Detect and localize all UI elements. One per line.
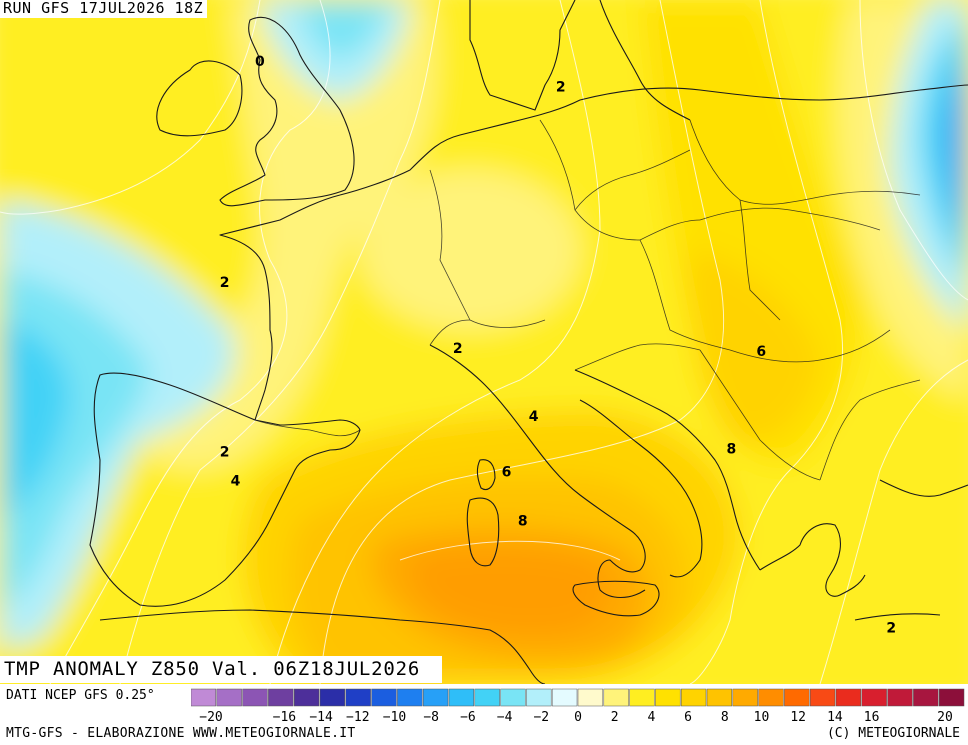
- anomaly-field: [0, 0, 968, 684]
- legend-swatch: [938, 688, 965, 707]
- legend-swatch: [784, 688, 810, 707]
- contour-label: 2: [220, 275, 230, 291]
- map-title: TMP ANOMALY Z850 Val. 06Z18JUL2026: [0, 656, 442, 683]
- legend-swatch: [191, 688, 217, 707]
- contour-label: 4: [231, 473, 241, 489]
- legend-swatch: [526, 688, 552, 707]
- legend-swatch: [861, 688, 887, 707]
- contour-label: 2: [453, 341, 463, 357]
- legend-tick: 0: [574, 710, 582, 724]
- legend-tick: −20: [199, 710, 222, 724]
- legend-tick: −4: [497, 710, 513, 724]
- legend-tick: 2: [611, 710, 619, 724]
- legend-swatch: [835, 688, 862, 707]
- credit-left: MTG-GFS - ELABORAZIONE WWW.METEOGIORNALE…: [6, 726, 356, 741]
- legend-swatch: [293, 688, 320, 707]
- legend-swatch: [551, 688, 578, 707]
- coastlines: [89, 0, 968, 684]
- contour-label: 2: [556, 79, 566, 95]
- contour-label: 8: [727, 441, 737, 457]
- legend-swatch: [758, 688, 784, 707]
- legend-swatch: [577, 688, 604, 707]
- legend-tick: 8: [721, 710, 729, 724]
- country-borders: [254, 119, 921, 481]
- legend-swatch: [887, 688, 913, 707]
- legend-tick: −16: [273, 710, 296, 724]
- legend-tick: 16: [864, 710, 880, 724]
- legend-swatch: [629, 688, 655, 707]
- legend-swatch: [268, 688, 294, 707]
- legend-tick: −8: [423, 710, 439, 724]
- legend-tick: −10: [383, 710, 406, 724]
- contour-label: 4: [529, 409, 539, 425]
- legend-swatch: [242, 688, 268, 707]
- legend-tick: 4: [647, 710, 655, 724]
- legend-tick: 12: [790, 710, 806, 724]
- contour-label: 6: [502, 465, 512, 481]
- credit-right: (C) METEOGIORNALE: [826, 726, 960, 741]
- legend-swatch: [474, 688, 500, 707]
- contour-label: 0: [255, 54, 265, 70]
- legend-swatch: [680, 688, 707, 707]
- contour-label: 6: [756, 344, 766, 360]
- legend-swatch: [706, 688, 733, 707]
- legend-swatch: [448, 688, 475, 707]
- legend-swatch: [422, 688, 449, 707]
- contour-label: 8: [518, 514, 528, 530]
- legend-swatch: [913, 688, 939, 707]
- contour-label: 2: [220, 444, 230, 460]
- data-source: DATI NCEP GFS 0.25°: [6, 688, 155, 703]
- contour-label: 2: [886, 620, 896, 636]
- legend-swatch: [397, 688, 423, 707]
- legend-swatch: [345, 688, 371, 707]
- legend-swatch: [732, 688, 758, 707]
- color-legend: [191, 688, 965, 707]
- legend-tick: −14: [309, 710, 333, 724]
- legend-swatch: [319, 688, 346, 707]
- legend-tick: 6: [684, 710, 692, 724]
- legend-tick: 10: [754, 710, 770, 724]
- legend-swatch: [500, 688, 526, 707]
- legend-tick: −6: [460, 710, 476, 724]
- legend-swatch: [603, 688, 629, 707]
- anomaly-contours: [0, 0, 968, 684]
- legend-tick: 14: [827, 710, 843, 724]
- legend-swatch: [371, 688, 397, 707]
- run-label: RUN GFS 17JUL2026 18Z: [0, 0, 208, 18]
- legend-tick: 20: [937, 710, 953, 724]
- legend-tick-labels: −20 −16 −14 −12 −10 −8 −6 −4 −2 0 2 4 6 8 10 12 14 16 20: [199, 710, 953, 724]
- legend-swatch: [655, 688, 681, 707]
- legend-swatch: [216, 688, 242, 707]
- legend-tick: −12: [346, 710, 369, 724]
- legend-tick: −2: [533, 710, 549, 724]
- legend-swatch: [809, 688, 836, 707]
